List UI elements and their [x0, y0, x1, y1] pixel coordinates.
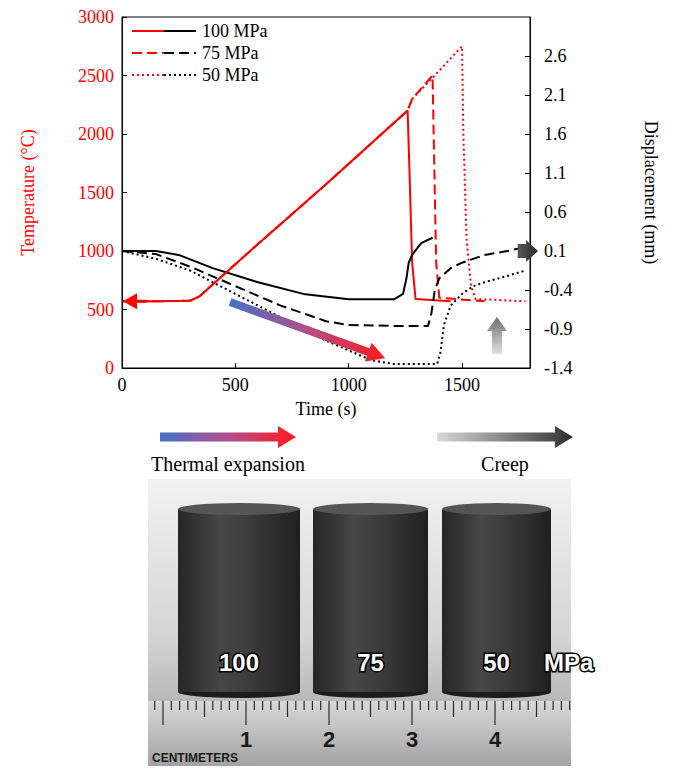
- svg-text:0.1: 0.1: [544, 241, 567, 261]
- svg-text:-0.9: -0.9: [544, 319, 573, 339]
- svg-text:100: 100: [219, 649, 259, 676]
- svg-text:2.1: 2.1: [544, 85, 567, 105]
- svg-text:2000: 2000: [78, 124, 114, 144]
- svg-text:2.6: 2.6: [544, 46, 567, 66]
- svg-text:0: 0: [118, 375, 127, 395]
- svg-text:2500: 2500: [78, 66, 114, 86]
- svg-text:-0.4: -0.4: [544, 280, 573, 300]
- svg-text:1500: 1500: [78, 183, 114, 203]
- svg-text:-1.4: -1.4: [544, 358, 573, 378]
- svg-text:1.6: 1.6: [544, 124, 567, 144]
- svg-text:1500: 1500: [444, 375, 480, 395]
- svg-text:Thermal expansion: Thermal expansion: [151, 453, 305, 476]
- svg-text:75 MPa: 75 MPa: [202, 43, 259, 63]
- svg-text:Temperature (°C): Temperature (°C): [18, 129, 39, 255]
- svg-text:0: 0: [105, 358, 114, 378]
- svg-text:0.6: 0.6: [544, 202, 567, 222]
- svg-text:50 MPa: 50 MPa: [202, 65, 259, 85]
- svg-text:4: 4: [489, 727, 502, 752]
- svg-text:MPa: MPa: [544, 649, 594, 676]
- svg-text:1: 1: [240, 727, 252, 752]
- svg-text:500: 500: [222, 375, 249, 395]
- svg-text:500: 500: [87, 300, 114, 320]
- svg-text:2: 2: [323, 727, 335, 752]
- svg-text:CENTIMETERS: CENTIMETERS: [152, 751, 238, 765]
- svg-text:3000: 3000: [78, 7, 114, 27]
- svg-text:50: 50: [483, 649, 510, 676]
- svg-text:Displacement (mm): Displacement (mm): [640, 121, 661, 264]
- svg-text:75: 75: [357, 649, 384, 676]
- svg-text:1.1: 1.1: [544, 163, 567, 183]
- svg-text:Time (s): Time (s): [296, 399, 357, 420]
- svg-text:1000: 1000: [78, 241, 114, 261]
- svg-text:1000: 1000: [331, 375, 367, 395]
- svg-text:Creep: Creep: [481, 453, 529, 476]
- svg-text:3: 3: [406, 727, 418, 752]
- svg-text:100 MPa: 100 MPa: [202, 21, 268, 41]
